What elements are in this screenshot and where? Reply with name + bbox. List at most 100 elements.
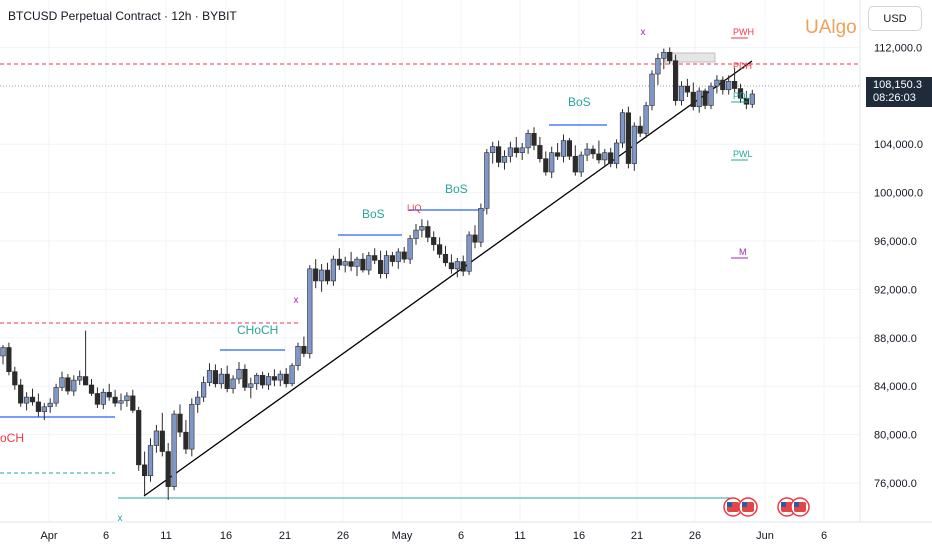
candle-body [495,146,502,163]
us-flag-canton [742,502,747,507]
candle-body [248,383,254,388]
candle-body [460,261,466,272]
candle-body [324,269,331,282]
x-tick-label: 26 [689,530,701,542]
y-tick-label: 96,000.0 [874,236,917,248]
candle-body [537,145,543,160]
us-flag-canton [781,502,786,507]
y-tick-label: 100,000.0 [874,188,923,200]
candle-body [301,345,307,354]
candle-body [543,158,549,173]
candle-body [619,112,626,144]
candle-body [519,147,525,153]
grid-lines [0,0,860,522]
candle-body [59,377,65,388]
x-tick-label: May [392,530,413,542]
candle-body [419,226,425,231]
candle-body [142,464,148,477]
candle-body [6,347,12,372]
candle-body [100,391,106,405]
candle-body [661,51,667,59]
candle-body [289,365,295,385]
candle-body [94,393,100,405]
candle-body [466,234,472,272]
candle-body [136,410,142,466]
candle-body [448,262,455,270]
candle-body [242,368,248,388]
x-marker: x [294,295,299,306]
pdh-label: PDH [733,61,752,71]
candle-body [737,88,744,99]
x-tick-label: 16 [220,530,232,542]
candle-body [224,373,230,389]
candle-body [649,73,655,106]
x-tick-label: 11 [160,530,171,542]
candle-body [678,85,685,101]
candle-body [436,244,443,255]
candles [0,47,755,500]
candle-body [118,400,124,404]
candle-body [342,261,348,266]
candle-body [236,368,242,380]
candle-body [572,156,578,173]
candle-body [472,234,478,243]
liq-label: LIQ [407,203,422,213]
monthly-label: M [739,247,747,257]
x-tick-label: 6 [103,530,109,542]
candle-body [643,105,649,134]
y-tick-label: 92,000.0 [874,284,917,296]
bar-countdown: 08:26:03 [873,92,916,104]
candle-body [501,156,508,163]
choch-label: CHoCH [237,323,278,337]
candle-body [720,79,726,91]
candle-body [702,90,708,106]
x-tick-label: 11 [514,530,525,542]
y-tick-label: 84,000.0 [874,381,917,393]
candle-body [265,376,272,386]
candle-body [484,152,490,209]
currency-button[interactable]: USD [868,6,922,31]
candle-body [407,238,413,260]
candle-body [696,90,702,107]
candle-body [130,395,136,411]
x-tick-label: 16 [573,530,585,542]
chart-title: BTCUSD Perpetual Contract · 12h · BYBIT [8,9,237,23]
candle-body [531,133,537,146]
candle-body [212,370,219,385]
candle-body [177,413,183,433]
x-axis[interactable]: Apr 6 11 16 21 26 May 6 11 16 21 26 Jun 6 [0,521,932,542]
x-tick-label: 6 [821,530,827,542]
candle-body [195,396,201,405]
candle-body [12,371,18,386]
candle-body [431,237,437,245]
y-tick-label: 104,000.0 [874,139,923,151]
candle-body [389,255,396,262]
candle-body [442,254,449,264]
candle-body [513,147,519,153]
candle-body [147,445,154,477]
y-tick-label: 76,000.0 [874,478,917,490]
candle-body [366,255,372,271]
candle-body [637,125,643,134]
y-tick-label: 112,000.0 [874,42,922,54]
bos-label: BoS [362,207,385,221]
x-tick-label: 6 [458,530,464,542]
candle-body [490,146,496,153]
candle-body [726,80,732,91]
candle-body [525,133,531,149]
candle-body [159,430,165,452]
candle-body [283,373,289,385]
us-flag-canton [727,502,732,507]
candle-body [29,396,36,403]
pwl-label: PWL [733,149,753,159]
candle-body [318,269,325,282]
candle-body [395,251,401,262]
structure-lines [0,60,753,497]
candle-body [554,152,561,157]
candle-body [83,376,89,386]
candle-body [608,152,614,164]
y-tick-label: 88,000.0 [874,333,917,345]
candle-body [313,268,319,282]
x-marker: x [641,27,646,38]
